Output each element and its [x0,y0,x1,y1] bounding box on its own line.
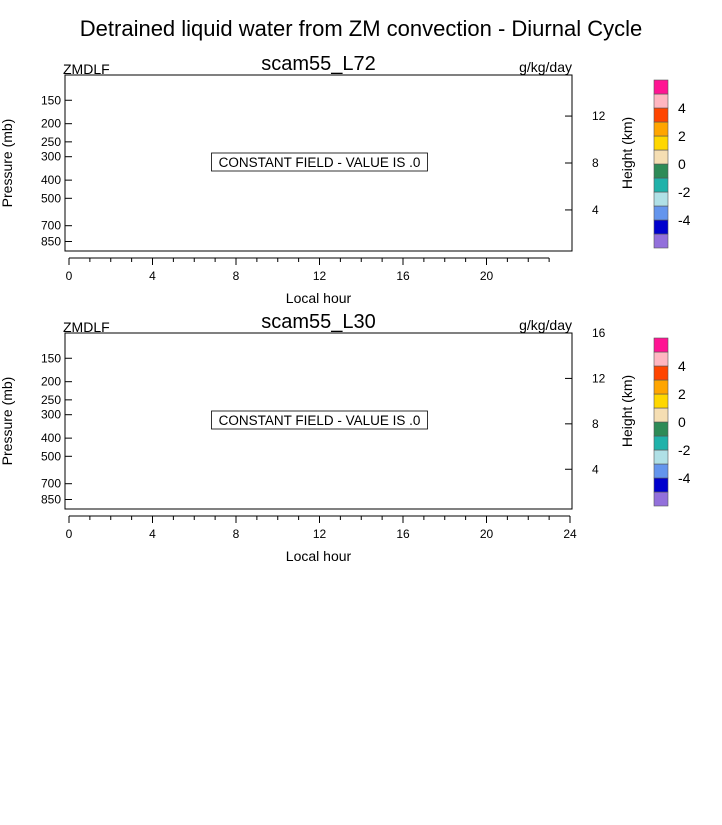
colorbar-cell [653,463,669,479]
constant-field-message: CONSTANT FIELD - VALUE IS .0 [219,155,421,170]
colorbar-cell [653,379,669,395]
colorbar-label: 0 [678,156,686,172]
colorbar-cell [653,163,669,179]
x-tick-label: 0 [66,269,73,283]
colorbar-label: 0 [678,414,686,430]
p-tick-label: 850 [41,493,61,507]
colorbar-cell [653,233,669,249]
constant-field-message: CONSTANT FIELD - VALUE IS .0 [219,413,421,428]
p-tick-label: 200 [41,117,61,131]
colorbars: -4 -2 0 2 4 -4 -2 0 2 4 [653,79,691,507]
colorbar-cell [653,79,669,95]
colorbar-cell [653,219,669,235]
x-tick-label: 24 [563,527,577,541]
x-tick-label: 16 [396,269,410,283]
p-tick-label: 200 [41,375,61,389]
h-tick-label: 4 [592,203,599,217]
y2-axis-label: Height (km) [619,117,635,189]
colorbar-cell [653,149,669,165]
p-tick-label: 150 [41,93,61,107]
h-tick-label: 4 [592,462,599,476]
colorbar-cell [653,365,669,381]
p-tick-label: 300 [41,408,61,422]
colorbar-cell [653,177,669,193]
colorbar-cell [653,121,669,137]
colorbar-1: -4 -2 0 2 4 [653,79,691,249]
panel-1: scam55_L72 ZMDLF g/kg/day 0 4 8 12 16 20 Local ho… [0,53,635,306]
h-tick-label: 12 [592,109,606,123]
colorbar-label: 2 [678,386,686,402]
x-axis-label: Local hour [286,548,352,564]
x-tick-label: 20 [480,527,494,541]
panel-title: scam55_L72 [261,53,376,75]
x-tick-label: 20 [480,269,494,283]
colorbar-cell [653,337,669,353]
colorbar-label: -4 [678,470,691,486]
p-tick-label: 500 [41,449,61,463]
units-label: g/kg/day [519,59,572,75]
p-tick-label: 850 [41,235,61,249]
variable-label: ZMDLF [63,61,110,77]
colorbar-cell [653,491,669,507]
p-tick-label: 700 [41,477,61,491]
colorbar-cell [653,205,669,221]
colorbar-label: 4 [678,358,686,374]
colorbar-cell [653,435,669,451]
y-axis-label: Pressure (mb) [0,119,15,208]
panel-2: scam55_L30 ZMDLF g/kg/day 0 4 8 12 16 20 24 Local … [0,311,635,564]
colorbar-2: -4 -2 0 2 4 [653,337,691,507]
colorbar-cell [653,393,669,409]
h-tick-label: 16 [592,326,606,340]
x-tick-label: 4 [149,527,156,541]
p-tick-label: 250 [41,393,61,407]
p-tick-label: 150 [41,351,61,365]
h-tick-label: 12 [592,371,606,385]
x-axis-label: Local hour [286,290,352,306]
colorbar-cell [653,107,669,123]
x-tick-label: 12 [313,269,327,283]
p-tick-label: 400 [41,431,61,445]
panels: scam55_L72 ZMDLF g/kg/day 0 4 8 12 16 20 Local ho… [0,53,635,564]
y-axis-label: Pressure (mb) [0,377,15,466]
colorbar-cell [653,351,669,367]
panel-title: scam55_L30 [261,311,376,333]
figure-title: Detrained liquid water from ZM convectio… [80,16,642,41]
units-label: g/kg/day [519,317,572,333]
p-tick-label: 500 [41,191,61,205]
p-tick-label: 700 [41,219,61,233]
x-tick-label: 8 [233,527,240,541]
x-tick-label: 0 [66,527,73,541]
plot-frame [64,332,573,510]
colorbar-label: 4 [678,100,686,116]
x-tick-label: 12 [313,527,327,541]
constant-field-box [211,410,428,430]
x-tick-label: 16 [396,527,410,541]
colorbar-label: 2 [678,128,686,144]
h-tick-label: 8 [592,156,599,170]
colorbar-cell [653,407,669,423]
y2-axis-label: Height (km) [619,375,635,447]
p-tick-label: 250 [41,135,61,149]
colorbar-cell [653,135,669,151]
colorbar-label: -4 [678,212,691,228]
p-tick-label: 300 [41,150,61,164]
colorbar-label: -2 [678,442,691,458]
x-tick-label: 8 [233,269,240,283]
colorbar-cell [653,93,669,109]
variable-label: ZMDLF [63,319,110,335]
x-tick-label: 4 [149,269,156,283]
constant-field-box [211,152,428,172]
p-tick-label: 400 [41,173,61,187]
colorbar-cell [653,449,669,465]
h-tick-label: 8 [592,417,599,431]
colorbar-label: -2 [678,184,691,200]
colorbar-cell [653,477,669,493]
colorbar-cell [653,191,669,207]
colorbar-cell [653,421,669,437]
